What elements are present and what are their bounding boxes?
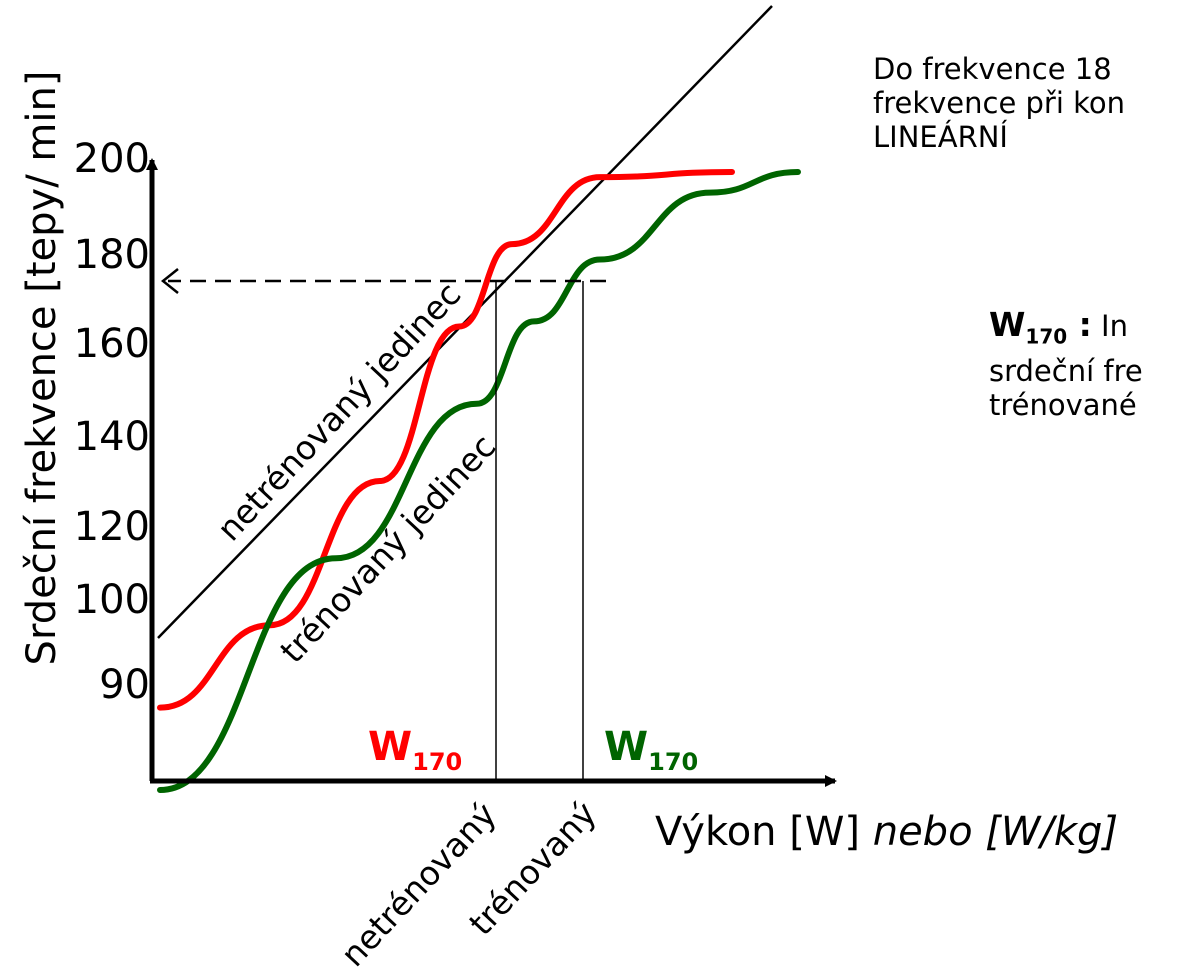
y-tick-label: 90: [99, 662, 150, 708]
threshold-arrowhead: [160, 268, 179, 294]
y-axis-title: Srdeční frekvence [tepy/ min]: [19, 71, 65, 666]
y-tick-label: 200: [74, 136, 150, 182]
note-line: trénované: [989, 387, 1137, 422]
series-untrained-line: [157, 169, 735, 711]
x-category-label: netrénovaný: [333, 795, 504, 974]
note-line: LINEÁRNÍ: [873, 120, 1008, 154]
y-tick-label: 140: [74, 414, 150, 460]
note-line: srdeční fre: [989, 353, 1143, 388]
y-tick-label: 180: [74, 232, 150, 278]
w170-untrained-label: W170: [368, 724, 462, 776]
y-tick-label: 100: [74, 577, 150, 623]
note-line: Do frekvence 18: [873, 52, 1112, 86]
series-trained-line: [157, 169, 801, 793]
y-tick-label: 160: [74, 321, 150, 367]
note-line: W170 : In: [989, 305, 1128, 349]
note-line: frekvence při kon: [873, 86, 1126, 120]
note-w170: W170 : In srdeční fre trénované: [989, 308, 1143, 422]
y-tick-label: 120: [74, 504, 150, 550]
w170-trained-label: W170: [604, 724, 698, 776]
note-linearity: Do frekvence 18 frekvence při kon LINEÁR…: [873, 52, 1125, 154]
x-axis-title: Výkon [W] nebo [W/kg]: [655, 809, 1118, 855]
